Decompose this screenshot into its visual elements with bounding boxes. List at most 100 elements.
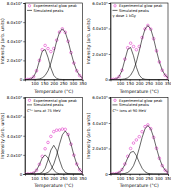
x-tick: 300 [70, 80, 78, 87]
legend-symbol [27, 104, 32, 105]
x-tick-label: 350 [165, 176, 171, 181]
y-axis-line [23, 98, 25, 175]
annotation: C⁵⁺ ions at 75 MeV [27, 109, 61, 113]
y-tick: 6.0x10⁴ [7, 114, 25, 119]
x-tick: 250 [60, 80, 68, 87]
data-point [129, 42, 132, 45]
y-axis: 02.0x10⁴4.0x10⁴6.0x10⁴ [92, 95, 111, 177]
y-tick-mark [23, 117, 25, 118]
legend: Experimental glow peakSimulated peaks [113, 4, 164, 13]
y-tick-label: 4.0x10⁴ [92, 26, 108, 31]
y-tick: 6.0x10⁴ [92, 95, 110, 100]
x-tick-label: 100 [31, 81, 39, 86]
legend-label: Experimental glow peak [119, 99, 163, 103]
y-tick-label: 6.0x10⁴ [7, 20, 23, 25]
x-tick: 150 [41, 80, 49, 87]
x-tick: 250 [146, 174, 154, 181]
plot-frame [25, 3, 83, 80]
panel: 10015020025030035002.0x10⁴4.0x10⁴6.0x10⁴… [0, 95, 87, 188]
y-tick: 8.0x10⁴ [7, 1, 25, 6]
plot-frame [25, 98, 83, 175]
plot-frame [111, 3, 169, 80]
y-tick-label: 6.0x10⁴ [92, 95, 108, 100]
y-axis: 02.0x10⁴4.0x10⁴6.0x10⁴ [92, 1, 111, 83]
x-tick: 200 [136, 174, 144, 181]
y-tick-mark [23, 136, 25, 137]
plot-area [111, 124, 169, 174]
data-point [44, 44, 47, 47]
panel: 100150200250300350 0 2.0x10⁴ 4.0x10⁴ 6.0x10⁴… [0, 1, 87, 94]
y-tick-mark [23, 98, 25, 99]
panel: 10015020025030035002.0x10⁴4.0x10⁴6.0x10⁴… [86, 95, 171, 188]
y-tick-mark [23, 22, 25, 23]
simulated-peak [111, 25, 169, 79]
legend-label: Experimental glow peak [119, 4, 163, 8]
x-tick-label: 200 [136, 176, 144, 181]
x-tick: 200 [50, 80, 58, 87]
y-tick-label: 0 [105, 77, 108, 82]
y-tick-label: 0 [20, 77, 23, 82]
data-point [47, 141, 50, 144]
y-tick-mark [23, 60, 25, 61]
x-axis-title: Temperature (°C) [119, 89, 159, 94]
y-tick-mark [109, 174, 111, 175]
y-tick-label: 0 [20, 172, 23, 177]
x-tick: 350 [165, 80, 171, 87]
y-tick: 6.0x10⁴ [7, 20, 25, 25]
data-point [135, 139, 138, 142]
data-point [52, 130, 55, 133]
data-point [55, 129, 58, 132]
y-tick: 2.0x10⁴ [7, 58, 25, 63]
figure: 10015020025030035002.0x10⁴4.0x10⁴6.0x10⁴… [0, 0, 171, 189]
x-tick-label: 200 [136, 81, 144, 86]
x-tick: 300 [155, 174, 163, 181]
y-tick-mark [23, 80, 25, 81]
y-tick-mark [109, 98, 111, 99]
data-point [64, 128, 67, 131]
legend-label: Simulated peaks [34, 9, 64, 13]
y-tick-mark [23, 41, 25, 42]
x-tick-label: 300 [70, 81, 78, 86]
plot-area [25, 128, 83, 174]
data-point [141, 130, 144, 133]
data-point [44, 147, 47, 150]
legend-label: Simulated peaks [119, 9, 149, 13]
y-tick: 4.0x10⁴ [7, 39, 25, 44]
y-tick: 2.0x10⁴ [92, 146, 110, 151]
x-tick: 100 [31, 174, 39, 181]
legend-symbol [28, 5, 30, 7]
x-tick-label: 250 [60, 176, 68, 181]
y-tick-mark [109, 123, 111, 124]
x-tick: 250 [146, 80, 154, 87]
y-tick-mark [109, 3, 111, 4]
x-tick-label: 200 [50, 81, 58, 86]
y-tick: 6.0x10⁴ [92, 1, 110, 6]
legend: Experimental glow peakSimulated peaks [113, 99, 164, 108]
x-tick-label: 300 [155, 81, 163, 86]
x-tick-label: 300 [155, 176, 163, 181]
y-tick-label: 8.0x10⁴ [7, 1, 23, 6]
y-axis-title: Intensity (arb. units) [0, 113, 5, 159]
simulated-peak [111, 126, 169, 174]
x-tick: 350 [79, 80, 87, 87]
x-tick-label: 100 [31, 176, 39, 181]
x-tick-label: 250 [146, 176, 154, 181]
y-tick-mark [109, 54, 111, 55]
y-tick: 4.0x10⁴ [92, 121, 110, 126]
y-tick-label: 4.0x10⁴ [92, 121, 108, 126]
data-point [129, 147, 132, 150]
y-tick-label: 8.0x10⁴ [7, 95, 23, 100]
x-tick-label: 150 [126, 176, 134, 181]
x-tick: 100 [31, 80, 39, 87]
y-tick-label: 4.0x10⁴ [7, 39, 23, 44]
y-tick-mark [23, 174, 25, 175]
x-tick: 100 [117, 174, 125, 181]
x-tick: 350 [165, 174, 171, 181]
y-tick: 0 [20, 77, 25, 82]
annotation: γ dose 1 kGy [113, 14, 137, 18]
y-tick: 2.0x10⁴ [7, 153, 25, 158]
x-tick-label: 300 [70, 176, 78, 181]
data-point [47, 47, 50, 50]
y-tick-mark [23, 3, 25, 4]
legend: Experimental glow peakSimulated peaks [27, 99, 78, 108]
